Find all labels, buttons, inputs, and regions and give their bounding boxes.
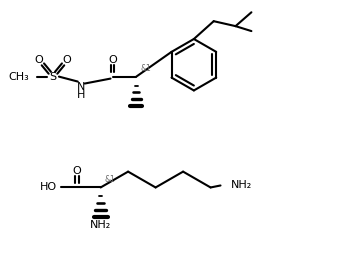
Text: CH₃: CH₃ — [8, 72, 29, 82]
Text: &1: &1 — [104, 175, 115, 183]
Text: H: H — [76, 91, 85, 101]
Text: O: O — [35, 55, 44, 65]
Text: O: O — [73, 166, 81, 176]
Text: N: N — [76, 82, 85, 92]
Text: O: O — [63, 55, 71, 65]
Text: NH₂: NH₂ — [90, 220, 111, 230]
Text: HO: HO — [40, 182, 57, 192]
Text: O: O — [108, 55, 117, 65]
Text: NH₂: NH₂ — [230, 180, 252, 191]
Text: S: S — [50, 72, 57, 82]
Text: &1: &1 — [140, 64, 151, 73]
